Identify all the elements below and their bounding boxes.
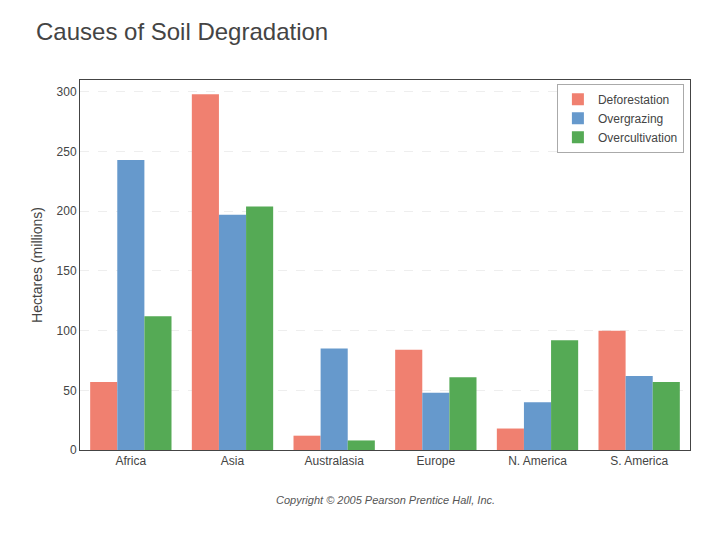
svg-text:N. America: N. America — [508, 454, 567, 468]
svg-text:Asia: Asia — [221, 454, 245, 468]
svg-text:Copyright © 2005 Pearson Prent: Copyright © 2005 Pearson Prentice Hall, … — [276, 494, 495, 506]
svg-text:150: 150 — [57, 264, 77, 278]
svg-text:200: 200 — [57, 204, 77, 218]
svg-text:300: 300 — [57, 85, 77, 99]
svg-text:Africa: Africa — [115, 454, 146, 468]
svg-text:0: 0 — [70, 443, 77, 457]
svg-text:100: 100 — [57, 324, 77, 338]
svg-text:S. America: S. America — [610, 454, 668, 468]
svg-text:Overgrazing: Overgrazing — [598, 112, 663, 126]
svg-text:Overcultivation: Overcultivation — [598, 131, 677, 145]
svg-text:50: 50 — [63, 384, 77, 398]
svg-text:250: 250 — [57, 145, 77, 159]
svg-text:Deforestation: Deforestation — [598, 93, 669, 107]
svg-text:Europe: Europe — [416, 454, 455, 468]
svg-text:Hectares (millions): Hectares (millions) — [29, 207, 45, 323]
svg-text:Australasia: Australasia — [304, 454, 364, 468]
svg-text:Causes of Soil Degradation: Causes of Soil Degradation — [36, 18, 328, 45]
